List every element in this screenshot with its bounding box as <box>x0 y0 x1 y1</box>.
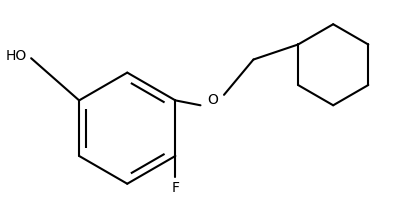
Text: HO: HO <box>5 49 26 63</box>
Text: F: F <box>171 181 179 195</box>
Text: O: O <box>206 93 217 107</box>
